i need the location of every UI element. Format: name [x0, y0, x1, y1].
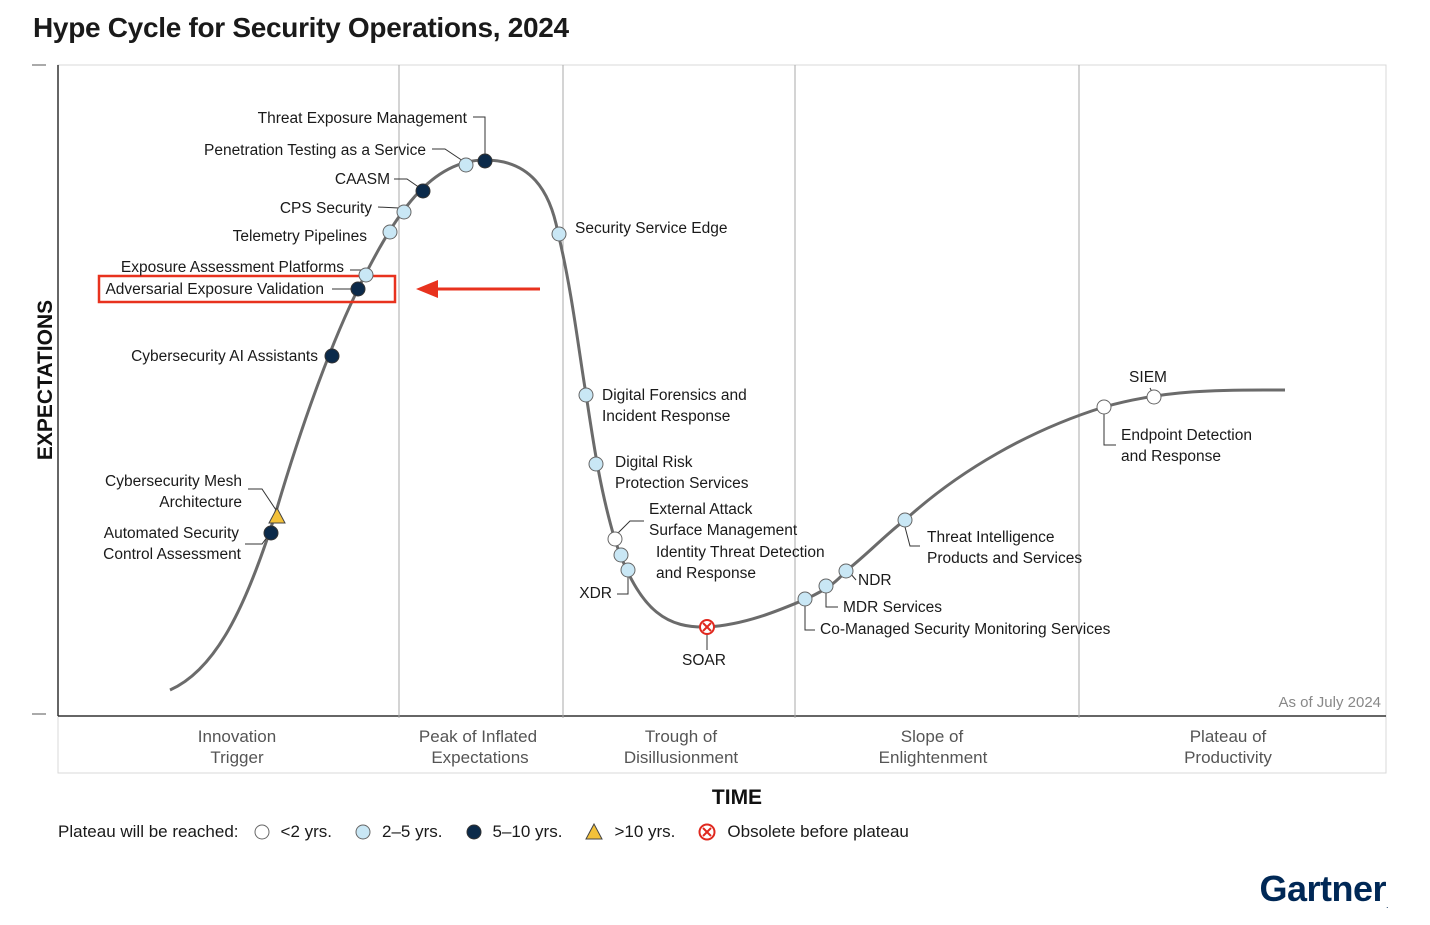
tech-marker-2to5 [613, 547, 629, 563]
phase-label: Trigger [210, 748, 264, 767]
tech-label: Endpoint Detection [1121, 427, 1252, 444]
tech-label: Security Service Edge [575, 220, 728, 237]
red-x-circle-icon [698, 823, 716, 841]
hype-curve [169, 158, 1286, 692]
phase-label: Trough of [645, 727, 717, 746]
tech-label: Digital Risk [615, 454, 693, 471]
tech-label-highlighted: Adversarial Exposure Validation [105, 281, 324, 298]
legend-item-2to5: 2–5 yrs. [354, 822, 443, 842]
tech-label: Threat Exposure Management [258, 110, 468, 127]
tech-label: Exposure Assessment Platforms [121, 259, 344, 276]
x-axis-label: TIME [712, 786, 762, 809]
tech-label: and Response [1121, 448, 1221, 465]
tech-label: Cybersecurity AI Assistants [131, 348, 318, 365]
tech-label: CPS Security [280, 200, 372, 217]
tech-label: XDR [579, 585, 612, 602]
as-of-date: As of July 2024 [1278, 694, 1381, 711]
tech-label: and Response [656, 565, 756, 582]
tech-marker-2to5 [396, 204, 412, 220]
tech-marker-5to10 [263, 525, 279, 541]
legend-title: Plateau will be reached: [58, 822, 239, 841]
page-title: Hype Cycle for Security Operations, 2024 [33, 12, 569, 43]
tech-label: Penetration Testing as a Service [204, 142, 426, 159]
tech-label: Surface Management [649, 522, 798, 539]
legend: Plateau will be reached: <2 yrs. 2–5 yrs… [58, 822, 931, 842]
tech-label: Cybersecurity Mesh [105, 473, 242, 490]
tech-marker-2to5 [620, 562, 636, 578]
tech-marker-2to5 [797, 591, 813, 607]
legend-label: Obsolete before plateau [727, 822, 909, 841]
tech-label: Automated Security [104, 525, 240, 542]
legend-label: 5–10 yrs. [492, 822, 563, 841]
tech-marker-lt2 [1146, 389, 1162, 405]
tech-marker-2to5 [838, 563, 854, 579]
tech-marker-5to10 [415, 183, 431, 199]
legend-label: >10 yrs. [614, 822, 676, 841]
yellow-triangle-icon [585, 823, 604, 840]
tech-marker-5to10 [477, 153, 493, 169]
legend-label: 2–5 yrs. [382, 822, 443, 841]
tech-label: Products and Services [927, 550, 1082, 567]
tech-marker-2to5 [578, 387, 594, 403]
tech-label: CAASM [335, 171, 390, 188]
tech-marker-obsolete [699, 619, 715, 635]
light-blue-circle-icon [355, 824, 371, 840]
tech-marker-2to5 [382, 224, 398, 240]
tech-marker-5to10 [324, 348, 340, 364]
y-axis-label: EXPECTATIONS [34, 300, 57, 460]
legend-item-gt10: >10 yrs. [584, 822, 675, 842]
tech-marker-lt2 [607, 531, 623, 547]
tech-marker-2to5 [818, 578, 834, 594]
tech-marker-5to10 [350, 281, 366, 297]
tech-label: MDR Services [843, 599, 942, 616]
tech-label: SIEM [1129, 369, 1167, 386]
tech-label: Digital Forensics and [602, 387, 747, 404]
phase-label: Enlightenment [879, 748, 988, 767]
legend-item-5to10: 5–10 yrs. [465, 822, 563, 842]
legend-item-obsolete: Obsolete before plateau [697, 822, 909, 842]
open-circle-icon [254, 824, 270, 840]
phase-label: Peak of Inflated [419, 727, 537, 746]
tech-label: Control Assessment [103, 546, 242, 563]
tech-label: Co-Managed Security Monitoring Services [820, 621, 1111, 638]
tech-marker-lt2 [1096, 399, 1112, 415]
gartner-logo: Gartner. [1259, 868, 1388, 910]
phase-label: Innovation [198, 727, 276, 746]
tech-marker-2to5 [588, 456, 604, 472]
tech-label: Protection Services [615, 475, 749, 492]
tech-label: Telemetry Pipelines [233, 228, 368, 245]
dark-blue-circle-icon [466, 824, 481, 840]
tech-marker-2to5 [458, 157, 474, 173]
legend-label: <2 yrs. [280, 822, 333, 841]
phase-label: Disillusionment [624, 748, 739, 767]
tech-label: Identity Threat Detection [656, 544, 825, 561]
tech-marker-2to5 [897, 512, 913, 528]
tech-marker-2to5 [358, 267, 374, 283]
brand-mark: . [1385, 900, 1389, 910]
tech-label: SOAR [682, 652, 726, 669]
highlight-box [97, 274, 397, 304]
tech-marker-2to5 [551, 226, 567, 242]
phase-label: Slope of [901, 727, 964, 746]
brand-name: Gartner [1259, 868, 1386, 909]
tech-label: Architecture [159, 494, 242, 511]
tech-label: Threat Intelligence [927, 529, 1055, 546]
tech-label: NDR [858, 572, 892, 589]
highlight-arrowhead [416, 280, 438, 298]
phase-label: Plateau of [1190, 727, 1267, 746]
tech-label: Incident Response [602, 408, 730, 425]
tech-marker-gt10 [268, 506, 286, 524]
legend-item-lt2: <2 yrs. [253, 822, 333, 842]
tech-label: External Attack [649, 501, 753, 518]
phase-label: Expectations [431, 748, 528, 767]
phase-label: Productivity [1184, 748, 1272, 767]
